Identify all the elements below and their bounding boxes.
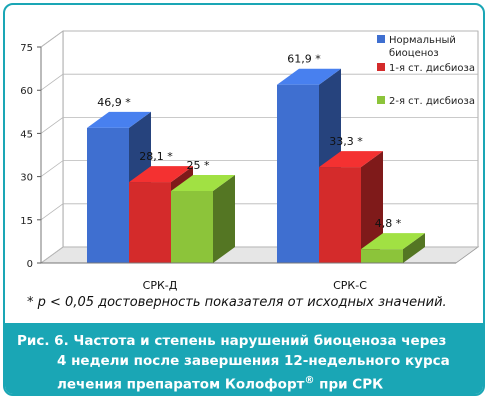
bar: [361, 249, 403, 263]
y-tick-label: 45: [20, 129, 33, 140]
legend-label: Нормальный биоценоз: [389, 35, 456, 59]
legend-label: 1-я ст. дисбиоза: [389, 63, 475, 74]
data-label: 46,9 *: [97, 96, 131, 109]
data-label: 33,3 *: [329, 135, 363, 148]
figure-caption: Рис. 6. Частота и степень нарушений биоц…: [5, 323, 483, 394]
caption-line-3-suffix: при СРК: [314, 376, 384, 393]
bar-top: [319, 151, 383, 168]
data-label: 28,1 *: [139, 150, 173, 163]
caption-line-3-text: лечения препаратом Колофорт: [57, 376, 305, 393]
bar-side: [403, 233, 425, 263]
x-tick-label: СРК-Д: [143, 279, 178, 292]
data-label: 4,8 *: [375, 217, 402, 230]
legend-swatch: [377, 96, 385, 104]
bar-top: [277, 68, 341, 85]
legend-swatch: [377, 35, 385, 43]
x-tick-label: СРК-С: [333, 279, 367, 292]
registered-mark: ®: [304, 375, 315, 386]
data-label: 25 *: [187, 159, 210, 172]
bar-side: [361, 151, 383, 263]
footnote: * р < 0,05 достоверность показателя от и…: [27, 295, 447, 310]
caption-line-1: Рис. 6. Частота и степень нарушений биоц…: [17, 333, 447, 349]
bar: [277, 84, 319, 263]
legend-swatch: [377, 63, 385, 71]
bar-chart: 0 15 30 45 60 75 46,9 * 28,1 * 25 * СРК-Д 61,9 * 33…: [20, 30, 480, 292]
bar-top: [361, 233, 425, 250]
legend-label: 2-я ст. дисбиоза: [389, 96, 475, 107]
bar: [171, 191, 213, 263]
bar-top: [171, 175, 235, 191]
bar-side: [213, 175, 235, 263]
y-tick-label: 75: [20, 43, 33, 54]
bar-top: [87, 111, 151, 128]
bar: [319, 167, 361, 263]
chart-side-wall: [40, 30, 64, 264]
caption-line-3: лечения препаратом Колофорт® при СРК: [17, 371, 477, 394]
y-tick-label: 60: [20, 86, 33, 97]
bar: [129, 182, 171, 263]
caption-line-2: 4 недели после завершения 12-недельного …: [57, 353, 450, 369]
gridline: [40, 30, 478, 48]
y-tick-label: 0: [27, 259, 33, 270]
figure-frame: 0 15 30 45 60 75 46,9 * 28,1 * 25 * СРК-Д 61,9 * 33…: [3, 3, 485, 396]
bar: [87, 127, 129, 263]
y-tick-label: 15: [20, 216, 33, 227]
data-label: 61,9 *: [287, 53, 321, 66]
bar-top: [129, 166, 193, 183]
y-tick-label: 30: [20, 173, 33, 184]
chart-area: 0 15 30 45 60 75 46,9 * 28,1 * 25 * СРК-Д 61,9 * 33…: [5, 5, 483, 301]
